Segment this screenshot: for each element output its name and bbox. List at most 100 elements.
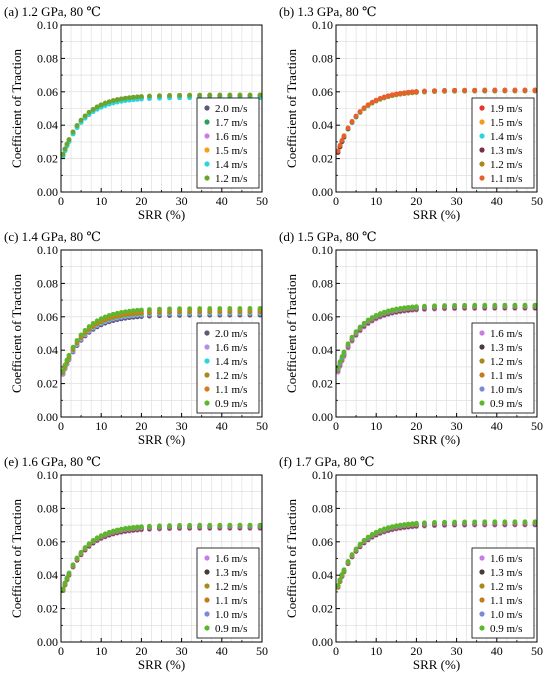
x-tick-label: 0 [333,644,339,658]
data-point [78,117,84,123]
y-tick-label: 0.04 [37,118,58,132]
data-point [86,109,92,115]
data-point [126,525,132,531]
data-point [397,90,403,96]
data-point [502,302,508,308]
data-point [70,562,76,568]
x-tick-label: 10 [370,194,382,208]
x-tick-label: 20 [135,194,147,208]
y-tick-label: 0.10 [312,18,333,32]
data-point [60,586,66,592]
data-point [432,520,437,525]
legend-label: 1.6 m/s [215,342,247,354]
data-point [502,519,508,525]
y-tick-label: 0.10 [312,468,333,482]
data-point [147,523,152,529]
panel-2: 0 10 20 30 40 50 0.00 0.02 0.04 0.06 0.08 0.10 SRR (… [279,4,543,222]
x-tick-label: 30 [451,644,463,658]
data-point [247,522,253,528]
legend-marker [204,555,210,561]
data-point [373,529,379,535]
data-point [217,522,223,528]
data-point [207,306,213,311]
series-0.9ms [60,522,263,592]
legend-marker [479,133,485,139]
y-tick-label: 0.10 [37,243,58,257]
legend-label: 1.2 m/s [215,173,247,185]
data-point [472,302,478,308]
data-point [401,522,407,527]
data-point [393,306,399,312]
data-point [62,362,68,368]
data-point [361,537,367,543]
legend-label: 2.0 m/s [215,328,247,340]
panel-6: 0 10 20 30 40 50 0.00 0.02 0.04 0.06 0.08 0.10 SRR (… [279,454,543,672]
legend: 2.0 m/s 1.7 m/s 1.6 m/s 1.5 m/s 1.4 m/s 1.2 m… [196,97,260,189]
data-point [157,306,162,312]
data-point [389,307,395,313]
data-point [227,306,233,311]
legend-marker [204,119,210,125]
legend-label: 1.6 m/s [215,553,247,565]
data-point [341,567,347,573]
data-point [462,302,468,308]
legend-label: 1.0 m/s [215,609,247,621]
legend-label: 1.4 m/s [490,131,522,143]
data-point [345,559,351,564]
data-point [126,95,132,101]
panel-title: (e) 1.6 GPa, 80 ℃ [4,454,101,469]
data-point [532,519,538,525]
x-axis-label: SRR (%) [413,432,460,447]
x-tick-label: 10 [95,644,107,658]
data-point [78,332,84,338]
data-point [82,545,88,550]
data-point [70,344,76,350]
panel-title: (c) 1.4 GPa, 80 ℃ [4,229,101,244]
data-point [452,302,457,308]
data-point [385,308,391,314]
y-tick-label: 0.06 [312,85,333,99]
x-tick-label: 50 [256,644,268,658]
data-point [353,546,359,552]
data-points [335,87,538,155]
y-axis-label: Coefficient of Traction [9,274,24,393]
x-axis-label: SRR (%) [138,207,185,222]
x-tick-label: 0 [58,194,64,208]
legend-label: 1.0 m/s [490,609,522,621]
x-tick-label: 40 [491,194,503,208]
x-tick-label: 0 [333,194,339,208]
data-point [157,523,162,529]
data-point [349,334,355,340]
x-tick-label: 40 [216,644,228,658]
x-tick-label: 50 [531,419,543,433]
data-points [60,306,263,377]
legend-label: 1.6 m/s [490,328,522,340]
data-point [472,87,478,93]
data-point [177,306,182,312]
data-point [82,327,88,333]
data-point [90,106,96,112]
y-axis-label: Coefficient of Traction [284,49,299,168]
legend-marker [204,105,210,111]
data-point [177,522,182,528]
legend-marker [204,569,210,575]
series-1.1ms [335,87,538,154]
data-point [197,92,203,98]
data-point [353,113,359,119]
data-point [66,352,72,358]
data-point [365,102,371,108]
data-point [492,519,498,525]
legend-label: 1.6 m/s [490,553,522,565]
panel-title: (d) 1.5 GPa, 80 ℃ [279,229,377,244]
y-axis-label: Coefficient of Traction [9,499,24,618]
legend-marker [479,569,485,575]
data-point [409,89,415,95]
x-tick-label: 10 [95,194,107,208]
data-point [365,317,371,323]
data-point [482,519,488,525]
x-tick-label: 20 [410,644,422,658]
legend-label: 1.3 m/s [490,145,522,157]
legend-marker [204,344,210,350]
data-point [357,109,363,114]
